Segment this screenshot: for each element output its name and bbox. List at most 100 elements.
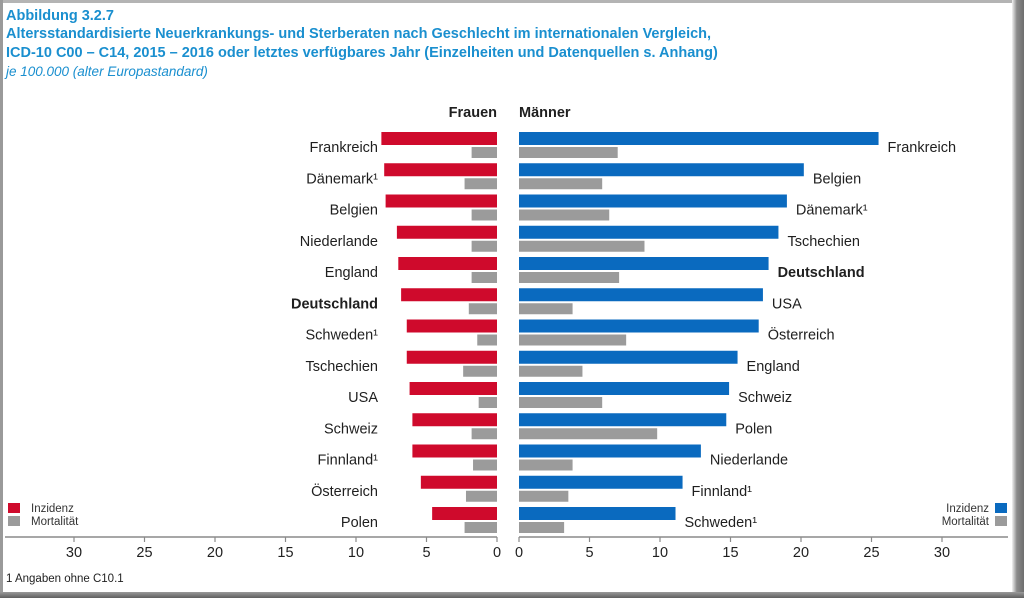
women-x-tick-label: 0 [493,545,501,561]
category-label: Niederlande [710,453,788,469]
men-x-tick-label: 25 [863,545,879,561]
bar-mortality-2 [471,209,497,221]
x-axes: 0 5 10 15 20 25 30 0 5 10 15 20 25 30 [5,536,1008,561]
bar-incidence-10 [519,444,701,458]
bar-mortality-8 [478,397,497,408]
bar-mortality-6 [519,334,627,346]
category-label: Schweden¹ [305,328,378,344]
men-panel-title: Männer [519,105,571,121]
category-label: Polen [341,515,378,531]
women-panel: Frauen Frankreich Dänemark¹ Belgien Niederl… [291,105,497,533]
category-label: Deutschland [778,265,865,281]
category-label: Deutschland [291,296,378,312]
bar-incidence-3 [519,225,779,239]
bar-mortality-2 [519,209,610,221]
men-x-tick-label: 5 [585,545,593,561]
category-label: Tschechien [787,234,860,250]
category-label: England [325,265,378,281]
window-frame-top [0,0,1024,3]
figure-unit: je 100.000 (alter Europastandard) [6,64,208,79]
women-x-tick-label: 15 [277,545,293,561]
category-label: Schweden¹ [685,515,758,531]
bar-incidence-8 [519,382,730,395]
bar-mortality-8 [519,397,603,408]
bar-incidence-4 [519,257,769,270]
category-label: Schweiz [738,390,792,406]
category-label: Frankreich [888,140,957,156]
bar-incidence-6 [406,319,497,333]
legend-label-mortality: Mortalität [31,516,79,528]
window-frame-left [0,0,3,598]
category-label: Schweiz [324,421,378,437]
men-x-tick-label: 10 [652,545,668,561]
legend-swatch-men-incidence [995,503,1007,513]
category-label: USA [348,390,378,406]
men-x-tick-label: 30 [934,545,950,561]
category-label: Österreich [768,326,835,344]
bar-mortality-11 [519,490,569,502]
bar-incidence-2 [519,194,787,208]
bar-mortality-1 [464,178,497,190]
category-label: Belgien [813,171,861,187]
legend-label-incidence: Inzidenz [946,503,989,515]
bar-incidence-8 [409,382,497,395]
category-label: England [747,359,800,375]
figure-header: Abbildung 3.2.7 Altersstandardisierte Ne… [6,7,718,80]
bar-mortality-12 [464,522,497,533]
bar-incidence-7 [406,350,497,364]
bar-incidence-5 [519,288,763,302]
bar-incidence-1 [519,163,804,177]
bar-incidence-11 [420,475,497,489]
figure-number: Abbildung 3.2.7 [6,8,114,24]
legend-label-incidence: Inzidenz [31,503,74,515]
bar-incidence-9 [519,413,727,427]
bar-mortality-10 [473,459,497,471]
legend-swatch-women-mortality [8,516,20,526]
women-x-tick-label: 30 [66,545,82,561]
men-x-tick-label: 15 [722,545,738,561]
bar-mortality-12 [519,522,565,533]
women-x-tick-label: 25 [136,545,152,561]
bar-mortality-0 [519,147,618,158]
category-label: Österreich [311,482,378,500]
legend-women: Inzidenz Mortalität [8,503,79,528]
legend-label-mortality: Mortalität [942,516,990,528]
bar-mortality-4 [471,272,497,283]
bar-incidence-2 [385,194,497,208]
men-x-tick-label: 20 [793,545,809,561]
men-panel: Männer Frankreich Belgien Dänemark¹ Tschech… [519,105,956,533]
bar-mortality-1 [519,178,603,190]
category-label: Dänemark¹ [796,203,868,219]
women-x-tick-label: 20 [207,545,223,561]
footnote: 1 Angaben ohne C10.1 [6,573,124,585]
legend-swatch-women-incidence [8,503,20,513]
bar-mortality-3 [519,240,645,252]
women-x-tick-label: 5 [422,545,430,561]
bar-incidence-7 [519,350,738,364]
bar-incidence-11 [519,475,683,489]
bar-mortality-9 [471,428,497,440]
bar-incidence-12 [519,507,676,520]
bar-incidence-0 [381,132,497,145]
category-label: Finnland¹ [318,453,379,469]
bar-incidence-0 [519,132,879,145]
window-frame-right [1012,0,1024,598]
category-label: USA [772,296,802,312]
bar-mortality-7 [463,365,497,377]
men-x-tick-label: 0 [515,545,523,561]
bar-incidence-10 [412,444,497,458]
category-label: Finnland¹ [692,484,753,500]
bar-incidence-4 [398,257,497,270]
bar-mortality-5 [468,303,497,315]
figure-title-line-1: Altersstandardisierte Neuerkrankungs- un… [6,26,712,42]
category-label: Dänemark¹ [306,171,378,187]
bar-incidence-1 [384,163,497,177]
bar-incidence-9 [412,413,497,427]
category-label: Polen [735,421,772,437]
women-x-tick-label: 10 [348,545,364,561]
bar-mortality-4 [519,272,620,283]
bar-mortality-10 [519,459,573,471]
bar-mortality-7 [519,365,583,377]
category-label: Frankreich [310,140,379,156]
